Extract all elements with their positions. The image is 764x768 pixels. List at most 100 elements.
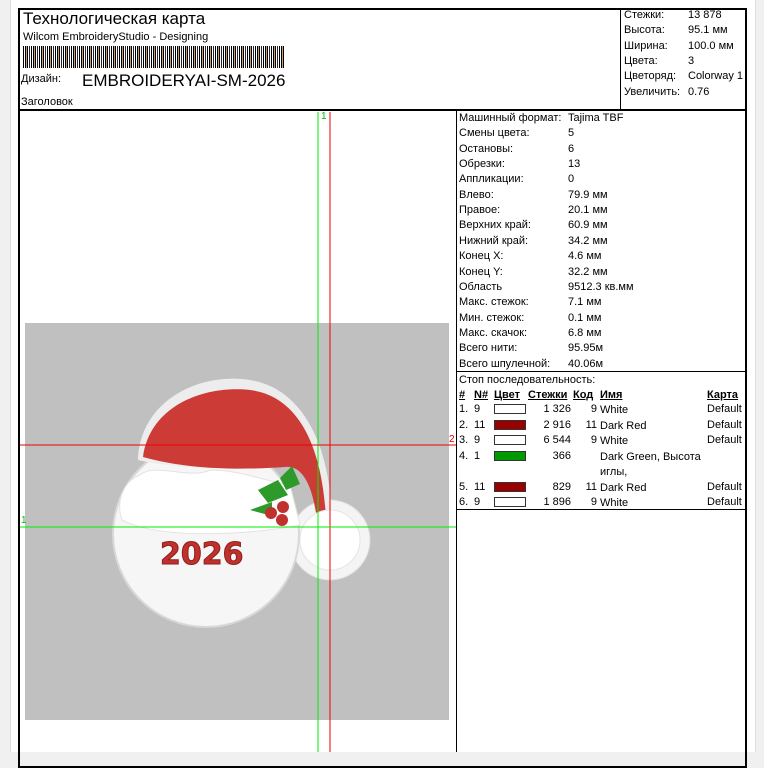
detail-value: 95.95м (568, 342, 604, 355)
stitch-count: 366 (552, 449, 571, 462)
2026-lettering: 2026 (160, 537, 244, 572)
detail-value: Tajima TBF (568, 112, 624, 124)
detail-value: 32.2 мм (568, 265, 608, 278)
detail-label: Всего нити: (459, 342, 518, 355)
column-header: N# (474, 389, 489, 401)
detail-value: 0.1 мм (568, 311, 602, 324)
guide-label: 1 (321, 111, 327, 122)
color-swatch (494, 481, 526, 492)
color-swatch (494, 419, 526, 430)
stitch-count: 1 326 (543, 403, 571, 415)
detail-value: 79.9 мм (568, 188, 608, 201)
column-header: Код (573, 389, 594, 401)
detail-label: Аппликации: (459, 173, 524, 186)
detail-label: Макс. скачок: (459, 326, 528, 339)
stitch-count: 2 916 (543, 418, 571, 431)
needle-number: 11 (474, 480, 486, 493)
stop-number: 5. (459, 480, 469, 493)
summary-label: Цвета: (624, 54, 658, 67)
color-name: Dark Green, Высота иглы, (600, 450, 701, 478)
column-header: Карта (707, 389, 739, 401)
detail-label: Остановы: (459, 142, 514, 155)
needle-number: 9 (474, 496, 481, 508)
detail-value: 6.8 мм (568, 326, 602, 339)
heading-label: Заголовок (21, 96, 73, 108)
chart-name: Default (707, 496, 742, 508)
color-name: White (600, 404, 629, 416)
column-header: # (459, 389, 466, 401)
divider (456, 371, 747, 372)
color-name: Dark Red (600, 419, 647, 432)
summary-label: Цветоряд: (624, 70, 677, 83)
detail-label: Мин. стежок: (459, 311, 525, 324)
chart-name: Default (707, 480, 742, 493)
stitch-count: 6 544 (543, 434, 571, 446)
detail-label: Машинный формат: (459, 112, 562, 124)
stop-number: 4. (459, 449, 469, 462)
chart-name: Default (707, 434, 742, 446)
detail-value: 20.1 мм (568, 204, 608, 217)
color-name: White (600, 435, 629, 447)
detail-value: 0 (568, 173, 575, 186)
detail-value: 13 (568, 158, 581, 171)
stop-number: 3. (459, 434, 469, 446)
detail-label: Нижний край: (459, 234, 529, 247)
detail-value: 9512.3 кв.мм (568, 280, 634, 293)
detail-label: Всего шпулечной: (459, 357, 551, 370)
detail-label: Верхних край: (459, 219, 531, 232)
detail-label: Конец X: (459, 250, 504, 263)
detail-value: 5 (568, 127, 575, 140)
summary-label: Ширина: (624, 39, 668, 52)
color-code: 9 (590, 496, 597, 508)
design-name: EMBROIDERYAI-SM-2026 (82, 71, 286, 90)
divider (620, 8, 621, 110)
stop-number: 6. (459, 496, 469, 508)
stitch-count: 1 896 (543, 496, 571, 508)
color-swatch (494, 404, 526, 414)
color-name: Dark Red (600, 481, 647, 494)
needle-number: 1 (474, 449, 481, 462)
chart-name: Default (707, 403, 742, 415)
detail-label: Область (459, 280, 503, 293)
summary-value: 0.76 (688, 85, 710, 98)
summary-label: Стежки: (624, 9, 665, 21)
summary-value: 13 878 (688, 9, 722, 21)
color-swatch (494, 497, 526, 507)
santa-hat-patch: 2026 (112, 378, 371, 628)
needle-number: 9 (474, 403, 481, 415)
color-swatch (494, 450, 526, 461)
stop-number: 1. (459, 403, 469, 415)
detail-label: Макс. стежок: (459, 296, 529, 309)
divider (18, 109, 747, 111)
needle-number: 9 (474, 434, 481, 446)
detail-value: 7.1 мм (568, 296, 602, 309)
detail-value: 34.2 мм (568, 234, 608, 247)
stop-number: 2. (459, 418, 469, 431)
color-code: 9 (590, 403, 597, 415)
summary-value: 3 (688, 54, 695, 67)
summary-label: Высота: (624, 24, 665, 37)
design-preview: 2026 (20, 112, 456, 752)
needle-number: 11 (474, 418, 486, 431)
barcode (23, 46, 285, 68)
column-header: Стежки (528, 389, 568, 401)
detail-label: Влево: (459, 188, 494, 201)
detail-label: Правое: (459, 204, 501, 217)
summary-value: Colorway 1 (688, 70, 744, 83)
summary-value: 95.1 мм (688, 24, 728, 37)
chart-name: Default (707, 418, 742, 431)
detail-label: Обрезки: (459, 158, 505, 171)
page-title: Технологическая карта (23, 9, 206, 28)
app-name: Wilcom EmbroideryStudio - Designing (23, 31, 209, 43)
design-label: Дизайн: (21, 73, 62, 85)
color-name: White (600, 497, 629, 509)
detail-value: 4.6 мм (568, 250, 602, 263)
detail-value: 40.06м (568, 357, 604, 370)
guide-label: 2 (449, 434, 455, 445)
stop-sequence-title: Стоп последовательность: (459, 374, 596, 386)
color-code: 11 (585, 480, 597, 493)
divider (456, 110, 457, 752)
stitch-count: 829 (552, 480, 571, 493)
summary-value: 100.0 мм (688, 39, 734, 52)
guide-label: 1 (21, 515, 27, 526)
